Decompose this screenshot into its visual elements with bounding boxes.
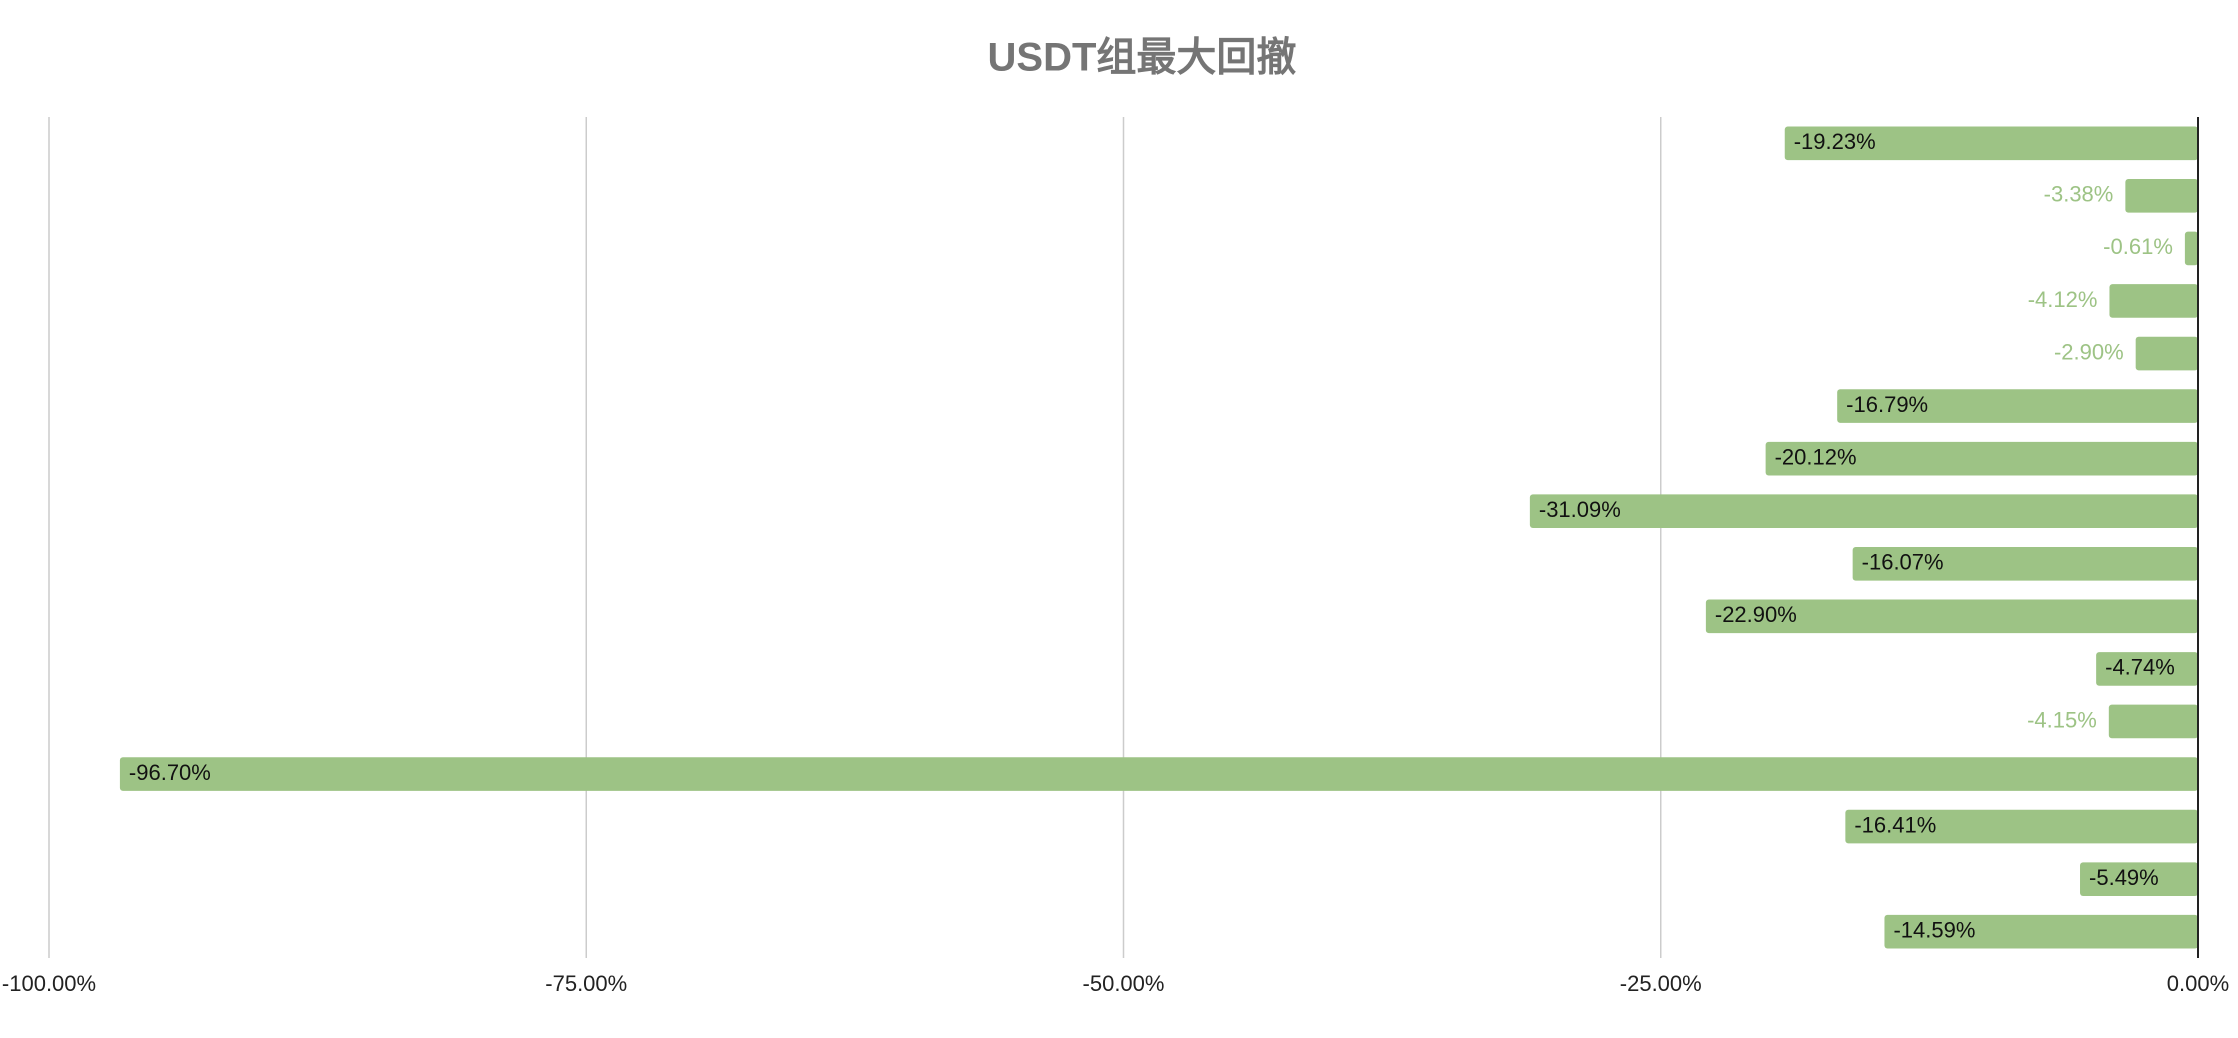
data-label: -3.38%: [2044, 182, 2114, 207]
bar: [2184, 231, 2198, 266]
bar: [1845, 809, 2198, 844]
x-tick-label: -25.00%: [1620, 971, 1702, 996]
bar: [1784, 126, 2198, 161]
bar: [2125, 179, 2198, 213]
data-label: -96.70%: [129, 760, 211, 785]
data-label: -22.90%: [1715, 602, 1797, 627]
bar: [1765, 441, 2198, 476]
x-tick-label: -75.00%: [545, 971, 627, 996]
data-label: -16.07%: [1862, 550, 1944, 575]
bar: [1852, 546, 2198, 581]
data-label: -16.41%: [1854, 812, 1936, 837]
data-label: -16.79%: [1846, 392, 1928, 417]
data-label: -2.90%: [2054, 339, 2124, 364]
chart-title: USDT组最大回撤: [988, 36, 1297, 80]
bar: [2096, 652, 2198, 686]
x-tick-label: -50.00%: [1083, 971, 1165, 996]
bar: [2135, 336, 2198, 371]
data-label: -4.74%: [2105, 655, 2175, 680]
bar: [2080, 862, 2198, 896]
data-label: -14.59%: [1893, 918, 1975, 943]
bar: [1529, 494, 2198, 529]
bar: [1837, 389, 2198, 423]
data-label: -0.61%: [2103, 234, 2173, 259]
x-tick-label: 0.00%: [2167, 971, 2229, 996]
bar: [1884, 914, 2198, 949]
data-label: -20.12%: [1775, 444, 1857, 469]
data-label: -4.12%: [2028, 287, 2098, 312]
data-label: -4.15%: [2027, 707, 2097, 732]
data-label: -5.49%: [2089, 865, 2159, 890]
bar: [119, 757, 2199, 791]
data-label: -31.09%: [1539, 497, 1621, 522]
bar: [2108, 704, 2198, 739]
x-tick-label: -100.00%: [2, 971, 96, 996]
bar: [2109, 284, 2198, 318]
bar: [1705, 599, 2198, 634]
data-label: -19.23%: [1794, 129, 1876, 154]
